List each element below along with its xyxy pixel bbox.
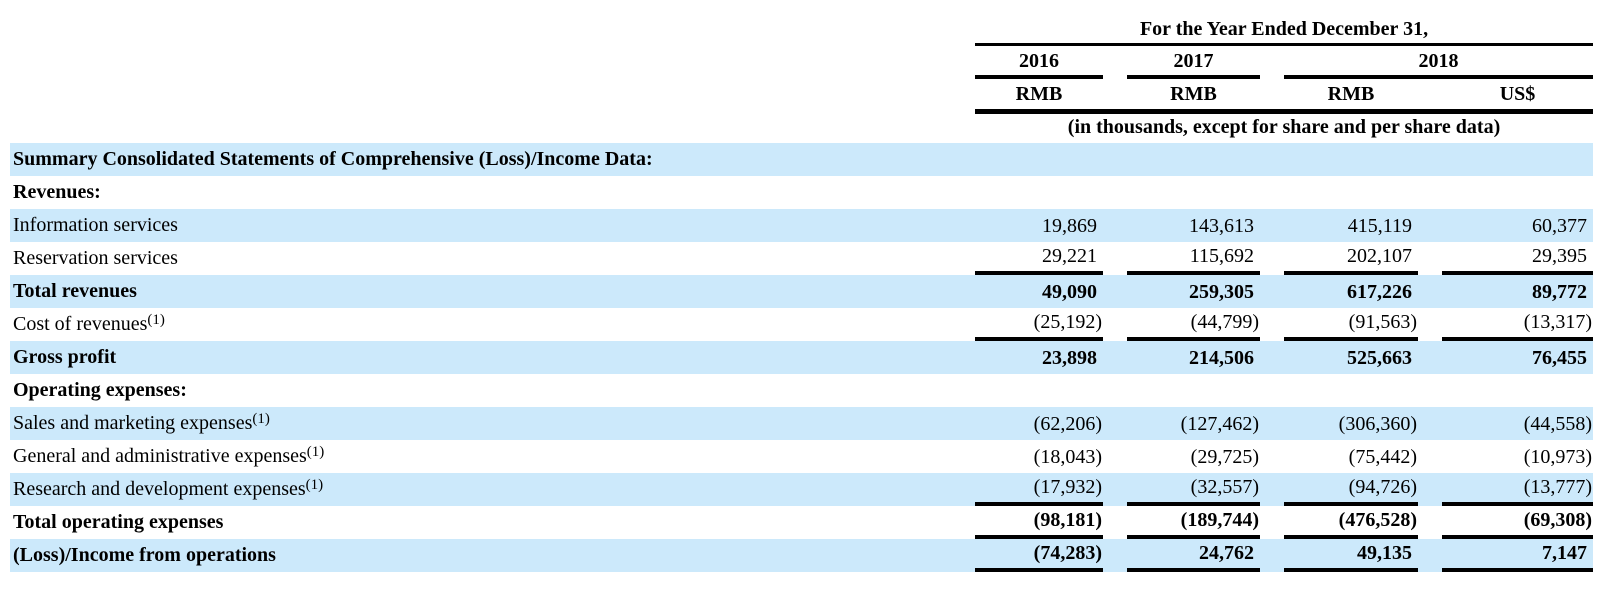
table-row: Reservation services 29,221 115,692 202,… <box>10 242 1594 275</box>
cell-value: (18,043) <box>1033 446 1102 468</box>
row-label: Cost of revenues <box>13 313 148 335</box>
cell-value: (32,557) <box>1190 476 1259 498</box>
currency-rmb-2016: RMB <box>1015 83 1063 105</box>
cell-value: (44,799) <box>1190 311 1259 333</box>
header-spacer <box>10 18 951 46</box>
table-row: Total operating expenses (98,181) (189,7… <box>10 506 1594 539</box>
row-label: Total operating expenses <box>13 511 224 533</box>
header-spacer <box>10 46 951 79</box>
cell-value: (10,973) <box>1523 446 1593 468</box>
cell-value: (17,932) <box>1033 476 1102 498</box>
cell-value: 259,305 <box>1189 281 1254 303</box>
cell-value: 115,692 <box>1189 245 1254 267</box>
cell-value: 29,221 <box>1042 245 1097 267</box>
cell-value: (29,725) <box>1190 446 1259 468</box>
cell-value: 89,772 <box>1532 281 1588 303</box>
footnote-marker: (1) <box>306 444 325 460</box>
header-spacer <box>10 79 951 109</box>
header-spacer <box>10 114 951 143</box>
row-label: Gross profit <box>13 346 117 368</box>
cell-value: 202,107 <box>1347 245 1412 267</box>
period-title: For the Year Ended December 31, <box>975 18 1594 46</box>
cell-value: (25,192) <box>1033 311 1102 333</box>
cell-value: (189,744) <box>1180 509 1259 531</box>
cell-value: 143,613 <box>1189 215 1254 237</box>
cell-value: 617,226 <box>1347 281 1412 303</box>
cell-value: 24,762 <box>1199 542 1254 564</box>
year-2018: 2018 <box>1284 46 1594 79</box>
currency-usd-2018: US$ <box>1499 83 1536 105</box>
row-label: General and administrative expenses <box>13 445 307 467</box>
cell-value: (306,360) <box>1338 413 1417 435</box>
table-row: General and administrative expenses(1) (… <box>10 440 1593 473</box>
row-label: Reservation services <box>13 247 178 269</box>
header-rule <box>975 109 1594 114</box>
footnote-marker: (1) <box>252 411 270 427</box>
cell-value: (94,726) <box>1348 476 1417 498</box>
cell-value: (69,308) <box>1523 509 1593 531</box>
cell-value: (13,317) <box>1523 311 1593 333</box>
table-row: Revenues: <box>10 176 1593 209</box>
year-2016: 2016 <box>975 46 1103 79</box>
table-row: Cost of revenues(1) (25,192) (44,799) (9… <box>10 308 1594 341</box>
table-row: Summary Consolidated Statements of Compr… <box>10 143 1594 176</box>
cell-value: (127,462) <box>1180 413 1259 435</box>
table-row: Total revenues 49,090 259,305 617,226 89… <box>10 275 1594 308</box>
cell-value: (62,206) <box>1033 413 1102 435</box>
cell-value: 214,506 <box>1189 347 1254 369</box>
row-label: Research and development expenses <box>13 478 306 500</box>
row-label: Sales and marketing expenses <box>13 412 253 434</box>
cell-value: (74,283) <box>1033 542 1102 564</box>
cell-value: (98,181) <box>1033 509 1102 531</box>
row-label: Revenues: <box>13 181 101 203</box>
row-label: (Loss)/Income from operations <box>13 544 276 566</box>
cell-value: 23,898 <box>1042 347 1097 369</box>
cell-value: 7,147 <box>1542 542 1588 564</box>
cell-value: (13,777) <box>1523 476 1593 498</box>
cell-value: 49,090 <box>1042 281 1097 303</box>
cell-value: 76,455 <box>1532 347 1588 369</box>
header-years-row: 2016 2017 2018 <box>10 46 1594 79</box>
header-units-row: (in thousands, except for share and per … <box>10 114 1593 143</box>
header-currencies-row: RMB RMB RMB US$ <box>10 79 1593 109</box>
cell-value: 415,119 <box>1347 215 1412 237</box>
financial-statement-table: For the Year Ended December 31, 2016 201… <box>10 18 1594 572</box>
header-period-row: For the Year Ended December 31, <box>10 18 1594 46</box>
cell-value: 49,135 <box>1357 542 1412 564</box>
cell-value: (476,528) <box>1338 509 1417 531</box>
cell-value: 29,395 <box>1532 245 1588 267</box>
currency-rmb-2017: RMB <box>1170 83 1217 105</box>
row-label: Operating expenses: <box>13 379 187 401</box>
row-label: Summary Consolidated Statements of Compr… <box>13 148 653 170</box>
units-note: (in thousands, except for share and per … <box>1067 116 1501 138</box>
cell-value: (44,558) <box>1523 413 1593 435</box>
header-rule-row <box>10 109 1594 114</box>
cell-value: 19,869 <box>1042 215 1097 237</box>
footnote-marker: (1) <box>305 477 324 493</box>
row-label: Total revenues <box>13 280 137 302</box>
row-label: Information services <box>13 214 178 236</box>
table-row: Research and development expenses(1) (17… <box>10 473 1594 506</box>
cell-value: 525,663 <box>1347 347 1412 369</box>
currency-rmb-2018: RMB <box>1327 83 1375 105</box>
footnote-marker: (1) <box>147 312 165 328</box>
table-row: Operating expenses: <box>10 374 1593 407</box>
year-2017: 2017 <box>1127 46 1260 79</box>
table-row: Information services 19,869 143,613 415,… <box>10 209 1594 242</box>
table-row: Sales and marketing expenses(1) (62,206)… <box>10 407 1594 440</box>
cell-value: 60,377 <box>1532 215 1588 237</box>
table-row: (Loss)/Income from operations (74,283) 2… <box>10 539 1594 572</box>
cell-value: (75,442) <box>1348 446 1417 468</box>
cell-value: (91,563) <box>1348 311 1417 333</box>
table-row: Gross profit 23,898 214,506 525,663 76,4… <box>10 341 1594 374</box>
